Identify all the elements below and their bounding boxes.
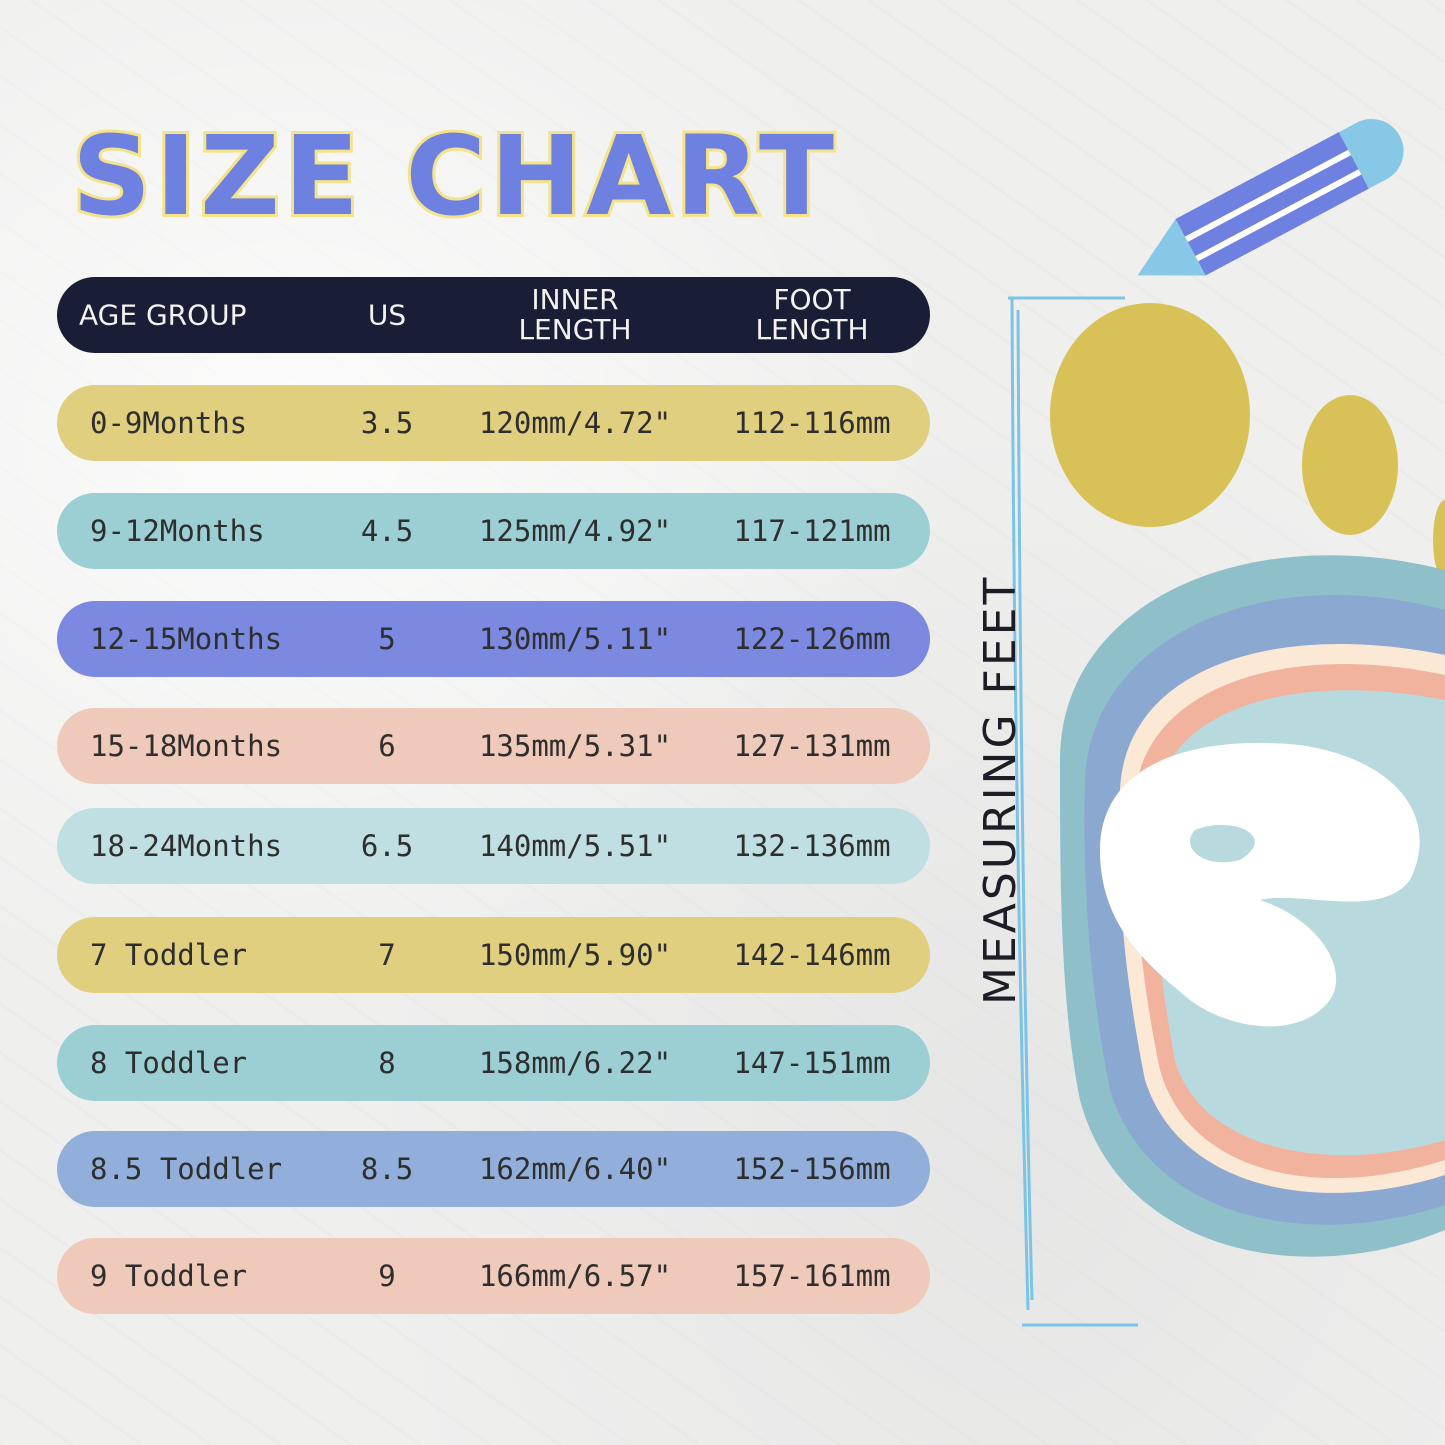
- header-age-group: AGE GROUP: [79, 298, 247, 332]
- ruler-line: [1008, 296, 1138, 1327]
- table-header: AGE GROUP US INNER LENGTH FOOT LENGTH: [57, 277, 930, 353]
- table-row: 8.5 Toddler 8.5 162mm/6.40" 152-156mm: [57, 1131, 930, 1207]
- table-row: 12-15Months 5 130mm/5.11" 122-126mm: [57, 601, 930, 677]
- header-foot-length: FOOT LENGTH: [755, 283, 869, 346]
- table-row: 15-18Months 6 135mm/5.31" 127-131mm: [57, 708, 930, 784]
- toe-shapes: [1050, 303, 1445, 580]
- table-row: 18-24Months 6.5 140mm/5.51" 132-136mm: [57, 808, 930, 884]
- table-row: 9 Toddler 9 166mm/6.57" 157-161mm: [57, 1238, 930, 1314]
- table-row: 7 Toddler 7 150mm/5.90" 142-146mm: [57, 917, 930, 993]
- measuring-feet-label: MEASURING FEET: [975, 574, 1026, 1005]
- table-row: 8 Toddler 8 158mm/6.22" 147-151mm: [57, 1025, 930, 1101]
- age-cell: 8.5 Toddler: [90, 1152, 283, 1186]
- age-cell: 0-9Months: [90, 406, 248, 440]
- page-title: SIZE CHART: [69, 109, 839, 243]
- table-row: 0-9Months 3.5 120mm/4.72" 112-116mm: [57, 385, 930, 461]
- header-inner-length: INNER LENGTH: [518, 283, 632, 346]
- age-cell: 9-12Months: [90, 514, 265, 548]
- table-row: 9-12Months 4.5 125mm/4.92" 117-121mm: [57, 493, 930, 569]
- age-cell: 9 Toddler: [90, 1259, 248, 1293]
- footprint-shape: [1060, 555, 1445, 1257]
- pencil-icon: [1137, 119, 1404, 276]
- age-cell: 15-18Months: [90, 729, 283, 763]
- age-cell: 7 Toddler: [90, 938, 248, 972]
- age-cell: 8 Toddler: [90, 1046, 248, 1080]
- age-cell: 18-24Months: [90, 829, 283, 863]
- age-cell: 12-15Months: [90, 622, 283, 656]
